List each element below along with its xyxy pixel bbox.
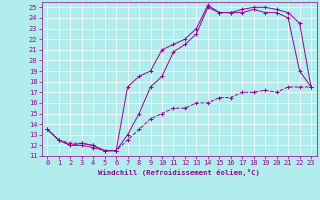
X-axis label: Windchill (Refroidissement éolien,°C): Windchill (Refroidissement éolien,°C)	[98, 169, 260, 176]
